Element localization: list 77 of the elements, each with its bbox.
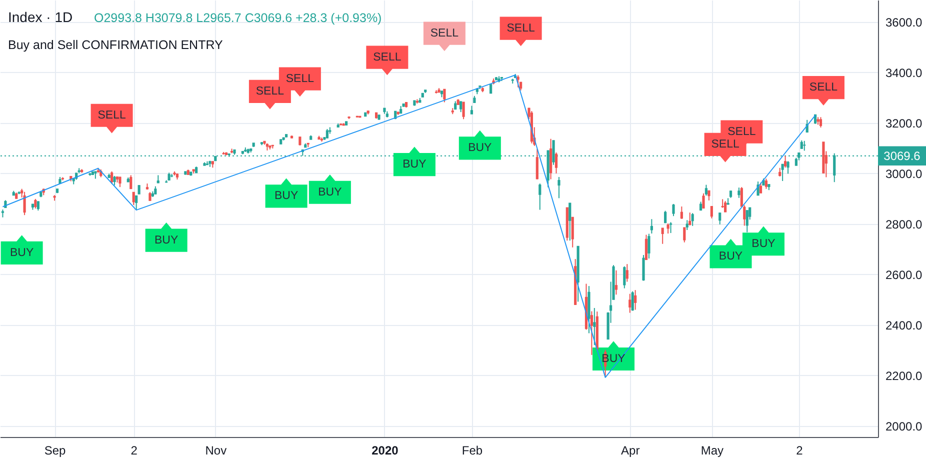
candlestick	[34, 198, 37, 210]
candlestick	[554, 152, 558, 174]
y-tick-label: 2000.0	[886, 419, 923, 434]
annotation: O2993.8 H3079.8 L2965.7 C3069.6 +28.3 (+0.93%)	[94, 11, 382, 25]
candlestick	[634, 290, 637, 310]
y-tick-label: 2200.0	[886, 368, 923, 383]
candlestick	[661, 228, 664, 244]
candlestick	[648, 233, 650, 260]
candlestick	[443, 88, 446, 103]
candlestick	[691, 212, 694, 226]
ref-line-label: 3069.6	[884, 148, 921, 163]
candlestick	[710, 206, 713, 219]
candlestick	[680, 206, 683, 220]
candlestick	[536, 148, 538, 180]
x-tick-label: 2020	[372, 444, 399, 458]
candlestick	[631, 290, 634, 312]
candlestick	[118, 176, 122, 188]
candlestick	[759, 182, 762, 194]
candlestick	[628, 293, 632, 314]
candlestick	[516, 74, 520, 88]
candlestick	[756, 181, 760, 196]
candlestick	[568, 202, 572, 242]
text: Index · 1D	[8, 9, 73, 25]
candlestick	[460, 100, 462, 113]
y-tick-label: 3000.0	[886, 166, 923, 181]
text: Buy and Sell CONFIRMATION ENTRY	[8, 38, 224, 52]
candlestick	[672, 203, 675, 217]
x-tick-label: Apr	[621, 444, 640, 458]
candlestick	[113, 175, 116, 186]
candlestick	[786, 160, 790, 174]
candlestick	[132, 192, 135, 206]
candlestick	[130, 174, 132, 190]
y-tick-label: 2600.0	[886, 268, 923, 282]
candlestick	[571, 216, 574, 248]
y-tick-label: 2400.0	[886, 318, 923, 332]
y-tick-label: 3400.0	[886, 66, 923, 80]
candlestick	[593, 307, 596, 346]
candlestick	[23, 191, 26, 216]
y-tick-label: 3600.0	[886, 15, 923, 30]
candlestick	[738, 187, 740, 198]
x-tick-label: 2	[130, 444, 138, 458]
candlestick	[724, 200, 727, 212]
candlestick	[718, 212, 722, 225]
candlestick	[708, 190, 710, 201]
candlestick	[803, 140, 806, 152]
candlestick	[704, 184, 708, 196]
x-tick-label: Nov	[205, 444, 227, 458]
candlestick	[626, 264, 628, 282]
candlestick	[781, 164, 784, 182]
x-tick-label: May	[700, 444, 724, 458]
candlestick	[764, 178, 768, 190]
x-tick-label: Feb	[462, 444, 483, 458]
candlestick	[688, 212, 692, 226]
candlestick	[110, 170, 114, 185]
candlestick	[686, 220, 688, 230]
candlestick	[642, 254, 645, 282]
y-tick-label: 2800.0	[886, 217, 923, 232]
candlestick	[683, 226, 686, 243]
candlestick	[135, 195, 138, 210]
candlestick	[326, 128, 329, 139]
candlestick	[538, 183, 542, 210]
candlestick	[784, 156, 787, 168]
candlestick	[702, 192, 705, 210]
candlestick	[614, 270, 618, 296]
x-tick-label: Sep	[44, 444, 66, 458]
candlestick	[644, 234, 648, 260]
candlestick	[590, 310, 593, 356]
y-tick-label: 3200.0	[886, 116, 923, 130]
candlestick	[36, 200, 40, 212]
candlestick	[819, 116, 822, 128]
candlestick	[666, 222, 670, 234]
candlestick	[558, 176, 560, 199]
candlestick	[462, 102, 465, 120]
x-tick-label: 2	[796, 444, 804, 458]
candlestick	[552, 140, 555, 166]
candlestick	[664, 210, 667, 224]
candlestick	[623, 266, 626, 289]
